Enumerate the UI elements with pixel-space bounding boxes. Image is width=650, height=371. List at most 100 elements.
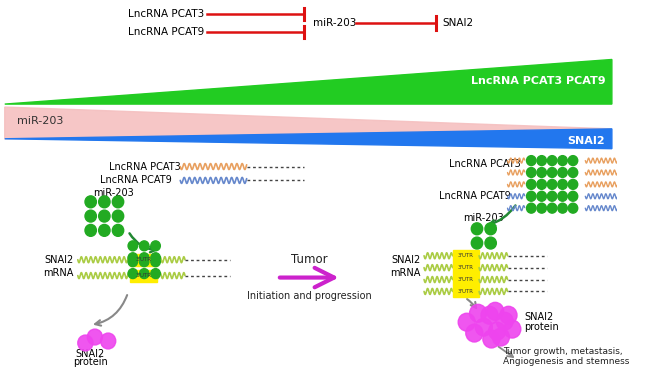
Circle shape [526, 155, 536, 165]
Circle shape [558, 168, 567, 177]
Circle shape [128, 241, 138, 251]
Circle shape [112, 196, 124, 208]
Circle shape [151, 269, 161, 279]
Text: protein: protein [73, 357, 107, 367]
Text: miR-203: miR-203 [17, 116, 64, 126]
Circle shape [537, 203, 547, 213]
FancyBboxPatch shape [130, 254, 157, 266]
Circle shape [537, 155, 547, 165]
Circle shape [471, 223, 483, 235]
Circle shape [85, 210, 96, 222]
FancyBboxPatch shape [452, 262, 479, 273]
Circle shape [496, 312, 514, 330]
Circle shape [487, 302, 504, 320]
Circle shape [128, 253, 138, 263]
Text: LncRNA PCAT3 PCAT9: LncRNA PCAT3 PCAT9 [471, 76, 605, 86]
Polygon shape [5, 129, 612, 149]
Circle shape [475, 318, 492, 336]
Text: Initiation and progression: Initiation and progression [247, 292, 372, 302]
Text: miR-203: miR-203 [463, 213, 504, 223]
Circle shape [466, 324, 483, 342]
Circle shape [537, 191, 547, 201]
Circle shape [558, 155, 567, 165]
Circle shape [78, 335, 93, 351]
Text: LncRNA PCAT9: LncRNA PCAT9 [439, 191, 511, 201]
Circle shape [85, 196, 96, 208]
Circle shape [469, 304, 487, 322]
Circle shape [500, 306, 517, 324]
Text: 3'UTR: 3'UTR [458, 277, 474, 282]
Polygon shape [5, 107, 612, 139]
Circle shape [504, 320, 521, 338]
Text: Tumor: Tumor [291, 253, 328, 266]
Text: mRNA: mRNA [44, 267, 74, 278]
Text: miR-203: miR-203 [313, 18, 356, 28]
Circle shape [151, 257, 161, 267]
Text: 3'UTR: 3'UTR [458, 265, 474, 270]
Circle shape [489, 322, 506, 340]
Circle shape [547, 191, 557, 201]
Circle shape [537, 168, 547, 177]
Circle shape [558, 191, 567, 201]
FancyBboxPatch shape [130, 270, 157, 282]
Circle shape [458, 313, 475, 331]
Polygon shape [5, 59, 612, 104]
Circle shape [568, 180, 578, 189]
Circle shape [140, 257, 149, 267]
Circle shape [112, 224, 124, 236]
Text: SNAI2: SNAI2 [391, 255, 421, 265]
FancyArrowPatch shape [280, 268, 334, 287]
Circle shape [492, 328, 510, 346]
Circle shape [547, 168, 557, 177]
Text: SNAI2: SNAI2 [75, 349, 105, 359]
Circle shape [140, 269, 149, 279]
Text: 3'UTR: 3'UTR [135, 273, 151, 278]
Text: SNAI2: SNAI2 [45, 255, 74, 265]
Circle shape [483, 330, 500, 348]
Circle shape [526, 168, 536, 177]
Text: SNAI2: SNAI2 [567, 136, 605, 146]
Text: miR-203: miR-203 [93, 188, 134, 198]
Circle shape [151, 241, 161, 251]
Text: LncRNA PCAT9: LncRNA PCAT9 [127, 27, 204, 37]
Circle shape [99, 196, 110, 208]
Circle shape [128, 257, 138, 267]
Text: LncRNA PCAT3: LncRNA PCAT3 [127, 9, 204, 19]
FancyBboxPatch shape [452, 273, 479, 286]
FancyBboxPatch shape [452, 250, 479, 262]
Circle shape [481, 306, 498, 324]
Circle shape [471, 237, 483, 249]
Circle shape [151, 253, 161, 263]
Circle shape [558, 203, 567, 213]
Circle shape [568, 168, 578, 177]
Circle shape [547, 180, 557, 189]
Text: SNAI2: SNAI2 [442, 18, 473, 28]
Circle shape [99, 224, 110, 236]
Circle shape [568, 155, 578, 165]
Circle shape [526, 191, 536, 201]
Circle shape [547, 203, 557, 213]
Text: LncRNA PCAT3: LncRNA PCAT3 [109, 161, 181, 171]
Circle shape [526, 180, 536, 189]
Circle shape [112, 210, 124, 222]
Circle shape [537, 180, 547, 189]
Text: 3'UTR: 3'UTR [458, 253, 474, 258]
Circle shape [547, 155, 557, 165]
Circle shape [568, 203, 578, 213]
Circle shape [140, 241, 149, 251]
FancyBboxPatch shape [452, 286, 479, 298]
Circle shape [101, 333, 116, 349]
Circle shape [87, 329, 103, 345]
Circle shape [128, 269, 138, 279]
Text: protein: protein [525, 322, 560, 332]
Circle shape [485, 237, 497, 249]
Circle shape [526, 203, 536, 213]
Text: Tumor growth, metastasis,
Angiogenesis and stemness: Tumor growth, metastasis, Angiogenesis a… [503, 347, 629, 366]
Circle shape [568, 191, 578, 201]
Circle shape [99, 210, 110, 222]
Text: LncRNA PCAT9: LncRNA PCAT9 [99, 175, 172, 186]
Circle shape [140, 253, 149, 263]
Text: SNAI2: SNAI2 [525, 312, 554, 322]
Text: 3'UTR: 3'UTR [135, 257, 151, 262]
Circle shape [85, 224, 96, 236]
